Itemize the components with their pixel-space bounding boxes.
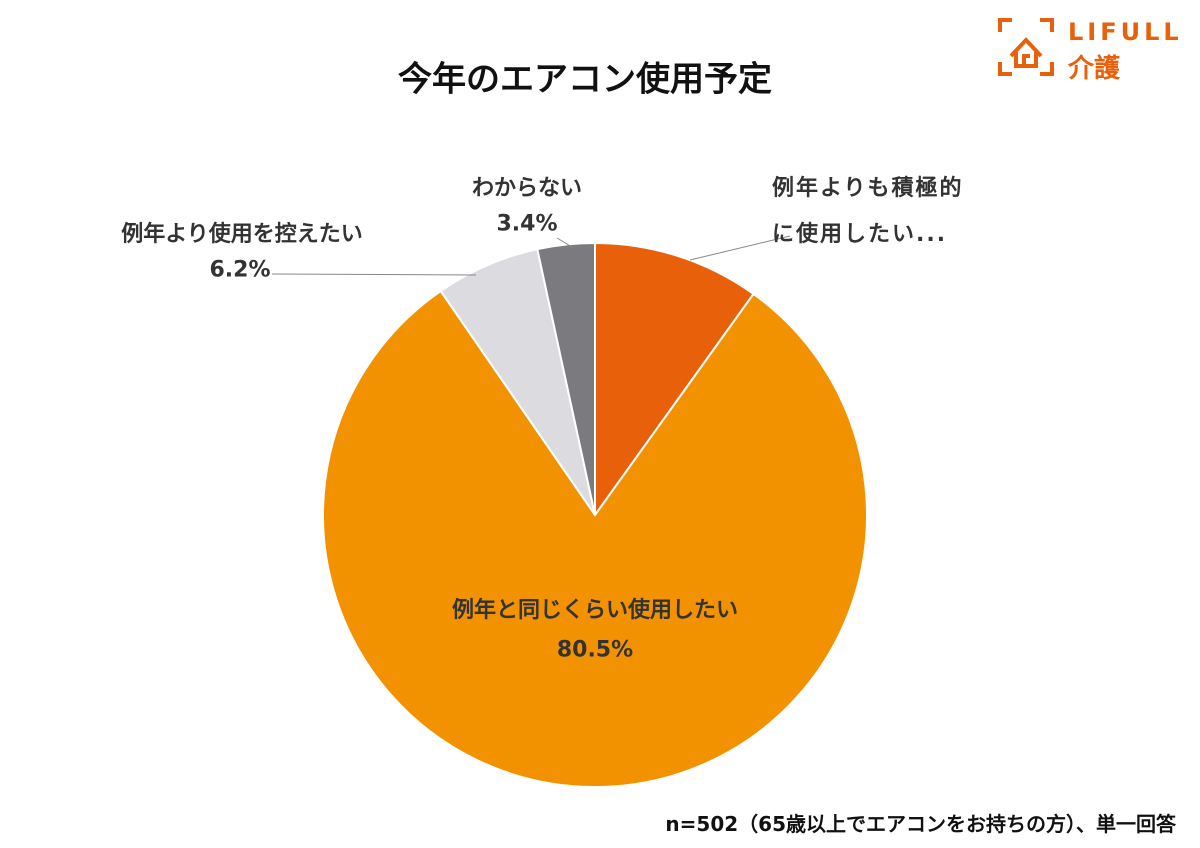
- slice-label: 例年と同じくらい使用したい: [451, 598, 739, 623]
- leader-line: [271, 273, 477, 276]
- slice-label: 例年より使用を控えたい: [121, 222, 363, 247]
- leader-line: [689, 235, 791, 261]
- logo-brand: LIFULL: [1068, 18, 1183, 46]
- pie-slice: [594, 241, 755, 519]
- chart-title: 今年のエアコン使用予定: [398, 59, 772, 100]
- slice-label: わからない: [471, 176, 583, 201]
- logo-icon: [998, 18, 1054, 76]
- value-label: 3.4%: [496, 211, 558, 237]
- value-label: 80.5%: [556, 637, 634, 663]
- value-label: 6.2%: [209, 257, 271, 283]
- leader-line: [556, 237, 573, 248]
- pie-slice: [322, 289, 868, 788]
- footnote: n=502（65歳以上でエアコンをお持ちの方）、単一回答: [665, 812, 1176, 836]
- logo-sub: 介護: [1068, 54, 1121, 84]
- slice-label: 例年よりも積極的に使用したい...: [772, 176, 964, 247]
- pie-slice: [536, 241, 596, 516]
